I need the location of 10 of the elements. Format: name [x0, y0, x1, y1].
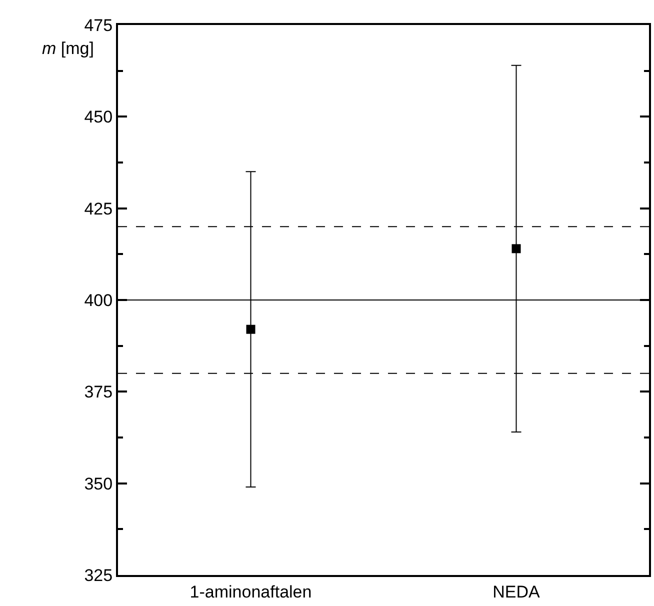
y-tick-label: 325 [84, 566, 113, 585]
y-tick-label: 450 [84, 108, 113, 127]
y-tick-label: 375 [84, 382, 113, 402]
y-tick-label: 425 [84, 199, 113, 218]
x-tick-label: NEDA [492, 582, 541, 602]
y-tick-label: 475 [84, 16, 113, 35]
x-tick-label: 1-aminonaftalen [190, 582, 312, 602]
y-tick-label: 350 [84, 474, 113, 494]
y-tick-label: 400 [84, 290, 113, 310]
y-axis-title: m [mg] [42, 39, 94, 58]
